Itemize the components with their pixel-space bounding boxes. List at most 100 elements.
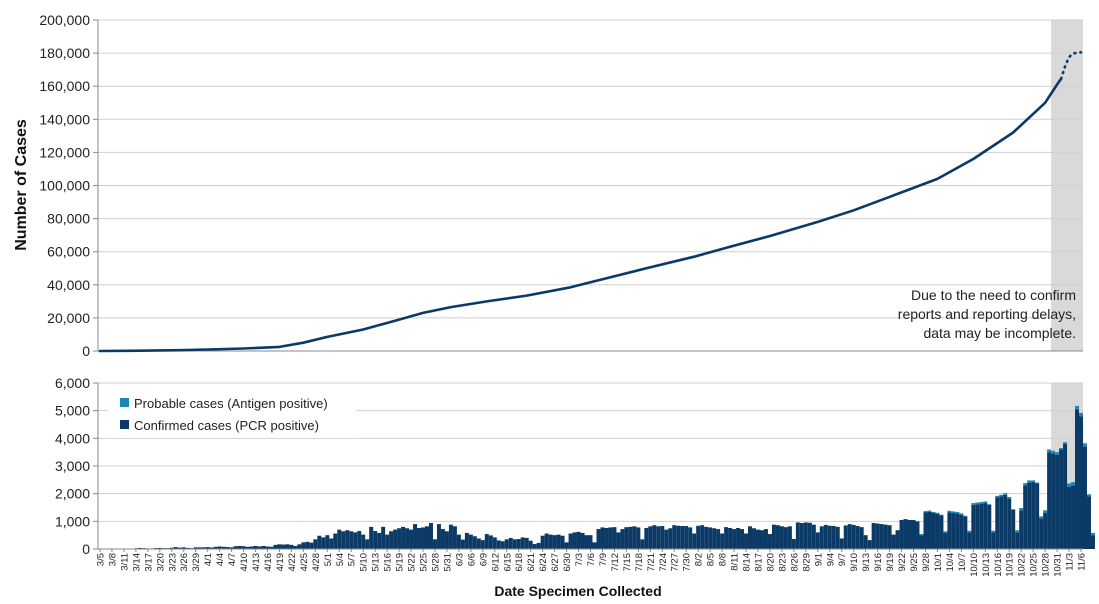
- confirmed-bar: [484, 534, 489, 549]
- confirmed-bar: [213, 546, 218, 549]
- x-tick-label: 8/29: [801, 553, 812, 572]
- x-tick-label: 3/20: [155, 553, 166, 572]
- confirmed-bar: [588, 535, 593, 549]
- confirmed-bar: [732, 529, 737, 549]
- x-tick-label: 10/19: [1005, 553, 1016, 577]
- x-tick-label: 3/11: [119, 553, 130, 571]
- confirmed-bar: [779, 526, 784, 549]
- confirmed-bar: [508, 537, 513, 549]
- confirmed-bar: [337, 529, 342, 549]
- x-tick-label: 7/21: [646, 553, 657, 572]
- legend-label: Probable cases (Antigen positive): [134, 396, 328, 411]
- x-tick-label: 6/3: [454, 553, 465, 566]
- confirmed-bar: [1063, 443, 1068, 549]
- confirmed-bar: [237, 545, 242, 549]
- x-tick-label: 9/13: [861, 553, 872, 572]
- y-tick-label: 6,000: [55, 375, 90, 391]
- confirmed-bar: [496, 540, 501, 549]
- probable-bar: [995, 495, 1000, 498]
- confirmed-bar: [680, 526, 685, 549]
- confirmed-bar: [405, 528, 410, 549]
- confirmed-bar: [636, 527, 641, 549]
- confirmed-bar: [520, 537, 525, 549]
- confirmed-bar: [859, 527, 864, 549]
- confirmed-bar: [369, 526, 374, 549]
- annotation-line: Due to the need to confirm: [911, 287, 1076, 303]
- confirmed-bar: [999, 496, 1004, 549]
- x-tick-label: 3/29: [191, 553, 202, 572]
- probable-bar: [971, 503, 976, 505]
- confirmed-bar: [939, 515, 944, 549]
- confirmed-bar: [345, 530, 350, 549]
- confirmed-bar: [819, 526, 824, 549]
- probable-bar: [955, 511, 960, 514]
- probable-bar: [1075, 405, 1080, 410]
- probable-bar: [1090, 532, 1095, 536]
- confirmed-bar: [552, 535, 557, 549]
- confirmed-bar: [891, 534, 896, 549]
- confirmed-bar: [959, 514, 964, 549]
- probable-bar: [939, 514, 944, 516]
- confirmed-bar: [748, 526, 753, 549]
- confirmed-bar: [397, 528, 402, 549]
- probable-bar: [1079, 412, 1083, 417]
- confirmed-bar: [233, 546, 238, 549]
- probable-bar: [927, 510, 932, 512]
- x-tick-label: 8/20: [766, 553, 777, 572]
- y-tick-label: 80,000: [47, 211, 90, 227]
- confirmed-bar: [676, 525, 681, 549]
- confirmed-bar: [540, 535, 545, 549]
- x-tick-label: 7/6: [586, 553, 597, 566]
- confirmed-bar: [624, 527, 629, 549]
- confirmed-bar: [907, 519, 912, 549]
- confirmed-bar: [1051, 453, 1056, 549]
- x-tick-label: 4/16: [263, 553, 274, 572]
- cumulative-line: [98, 77, 1063, 353]
- confirmed-bar: [915, 521, 920, 549]
- confirmed-bar: [245, 546, 250, 549]
- confirmed-bar: [983, 503, 988, 549]
- confirmed-bar: [241, 546, 246, 549]
- probable-bar: [935, 512, 940, 514]
- x-tick-label: 4/19: [275, 553, 286, 572]
- y-tick-label: 20,000: [47, 310, 90, 326]
- probable-bar: [1043, 510, 1048, 514]
- confirmed-bar: [421, 527, 426, 549]
- x-tick-label: 9/19: [885, 553, 896, 572]
- confirmed-bar: [1067, 486, 1072, 549]
- confirmed-bar: [185, 547, 190, 549]
- confirmed-bar: [456, 534, 461, 549]
- x-tick-label: 9/16: [873, 553, 884, 572]
- x-tick-label: 6/27: [550, 553, 561, 572]
- y-tick-label: 2,000: [55, 486, 90, 502]
- confirmed-bar: [612, 527, 617, 549]
- confirmed-bar: [995, 497, 1000, 549]
- confirmed-bar: [1059, 449, 1064, 549]
- confirmed-bar: [197, 547, 202, 549]
- confirmed-bar: [269, 546, 274, 549]
- probable-bar: [943, 531, 948, 533]
- confirmed-bar: [672, 525, 677, 549]
- x-tick-label: 10/13: [981, 553, 992, 577]
- confirmed-bar: [692, 533, 697, 549]
- x-tick-label: 5/1: [323, 553, 334, 566]
- confirmed-bar: [452, 526, 457, 549]
- probable-bar: [959, 513, 964, 515]
- confirmed-bar: [257, 546, 262, 549]
- confirmed-bar: [305, 541, 310, 549]
- probable-bar: [991, 530, 996, 533]
- confirmed-bar: [393, 529, 398, 549]
- probable-bar: [1031, 480, 1036, 483]
- x-tick-label: 6/12: [490, 553, 501, 572]
- y-tick-label: 1,000: [55, 513, 90, 529]
- daily-cases-panel: 0 1,000 2,000 3,000 4,000 5,000 6,000 Probable …: [55, 375, 1095, 577]
- confirmed-bar: [309, 542, 314, 549]
- confirmed-bar: [417, 527, 422, 549]
- x-tick-label: 7/18: [634, 553, 645, 572]
- x-tick-label: 10/16: [993, 553, 1004, 577]
- confirmed-bar: [472, 536, 477, 549]
- confirmed-bar: [979, 503, 984, 549]
- confirmed-bar: [724, 527, 729, 549]
- confirmed-bar: [899, 519, 904, 549]
- confirmed-bar: [668, 528, 673, 549]
